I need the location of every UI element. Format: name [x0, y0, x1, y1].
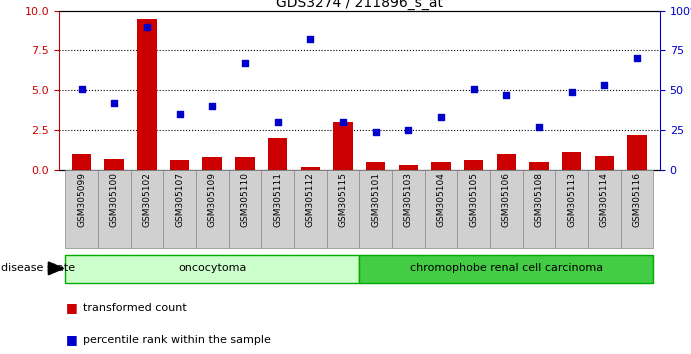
Point [108, 100, 120, 106]
Text: GSM305100: GSM305100 [110, 172, 119, 227]
Bar [196, 170, 229, 248]
Bar [588, 170, 621, 248]
Bar [131, 170, 163, 248]
Bar [170, 160, 189, 170]
Point [403, 127, 414, 133]
Bar [497, 154, 516, 170]
Text: GSM305113: GSM305113 [567, 172, 576, 227]
Bar [529, 162, 549, 170]
Text: GSM305111: GSM305111 [273, 172, 282, 227]
Point [207, 103, 218, 109]
Point [435, 115, 446, 120]
Bar [562, 152, 582, 170]
Bar [229, 170, 261, 248]
Point [76, 86, 87, 92]
Text: GSM305105: GSM305105 [469, 172, 478, 227]
Text: transformed count: transformed count [83, 303, 187, 313]
Text: GSM305106: GSM305106 [502, 172, 511, 227]
Text: oncocytoma: oncocytoma [178, 263, 247, 273]
Text: GSM305109: GSM305109 [208, 172, 217, 227]
Point [533, 124, 545, 130]
Text: GSM305103: GSM305103 [404, 172, 413, 227]
Text: ■: ■ [66, 302, 77, 314]
Bar [202, 157, 222, 170]
Bar [490, 170, 522, 248]
Bar [261, 170, 294, 248]
Point [305, 36, 316, 42]
Bar [163, 170, 196, 248]
Bar [327, 170, 359, 248]
Text: chromophobe renal cell carcinoma: chromophobe renal cell carcinoma [410, 263, 603, 273]
Bar [137, 18, 157, 170]
Bar [594, 156, 614, 170]
Polygon shape [48, 262, 64, 275]
Bar [104, 159, 124, 170]
Point [632, 56, 643, 61]
Point [566, 89, 577, 95]
Text: ■: ■ [66, 333, 77, 346]
Point [142, 24, 153, 29]
Text: GSM305112: GSM305112 [306, 172, 315, 227]
Text: GSM305114: GSM305114 [600, 172, 609, 227]
Bar [333, 122, 353, 170]
Text: GSM305101: GSM305101 [371, 172, 380, 227]
Bar [301, 167, 320, 170]
Bar [627, 135, 647, 170]
Bar [359, 170, 392, 248]
Point [370, 129, 381, 135]
Bar [621, 170, 654, 248]
Point [337, 119, 348, 125]
Point [174, 111, 185, 117]
Text: disease state: disease state [1, 263, 75, 273]
Text: percentile rank within the sample: percentile rank within the sample [83, 335, 271, 345]
Point [240, 60, 251, 66]
Point [468, 86, 479, 92]
Bar [98, 170, 131, 248]
Bar [399, 165, 418, 170]
Text: GSM305104: GSM305104 [437, 172, 446, 227]
Bar [431, 162, 451, 170]
Bar [425, 170, 457, 248]
Point [501, 92, 512, 98]
Text: GSM305110: GSM305110 [240, 172, 249, 227]
Point [599, 82, 610, 88]
Text: GSM305107: GSM305107 [175, 172, 184, 227]
Bar [359, 255, 654, 283]
Text: GSM305116: GSM305116 [632, 172, 641, 227]
Bar [268, 138, 287, 170]
Bar [522, 170, 556, 248]
Bar [392, 170, 425, 248]
Bar [464, 160, 484, 170]
Text: GSM305099: GSM305099 [77, 172, 86, 227]
Bar [366, 162, 386, 170]
Bar [556, 170, 588, 248]
Bar [235, 157, 255, 170]
Bar [72, 154, 91, 170]
Bar [65, 170, 98, 248]
Text: GSM305108: GSM305108 [535, 172, 544, 227]
Text: GSM305102: GSM305102 [142, 172, 151, 227]
Bar [294, 170, 327, 248]
Point [272, 119, 283, 125]
Text: GSM305115: GSM305115 [339, 172, 348, 227]
Bar [65, 255, 359, 283]
Title: GDS3274 / 211896_s_at: GDS3274 / 211896_s_at [276, 0, 443, 10]
Bar [457, 170, 490, 248]
